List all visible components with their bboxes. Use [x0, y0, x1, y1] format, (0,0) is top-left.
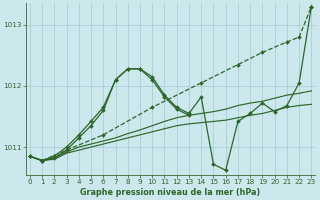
X-axis label: Graphe pression niveau de la mer (hPa): Graphe pression niveau de la mer (hPa): [80, 188, 261, 197]
